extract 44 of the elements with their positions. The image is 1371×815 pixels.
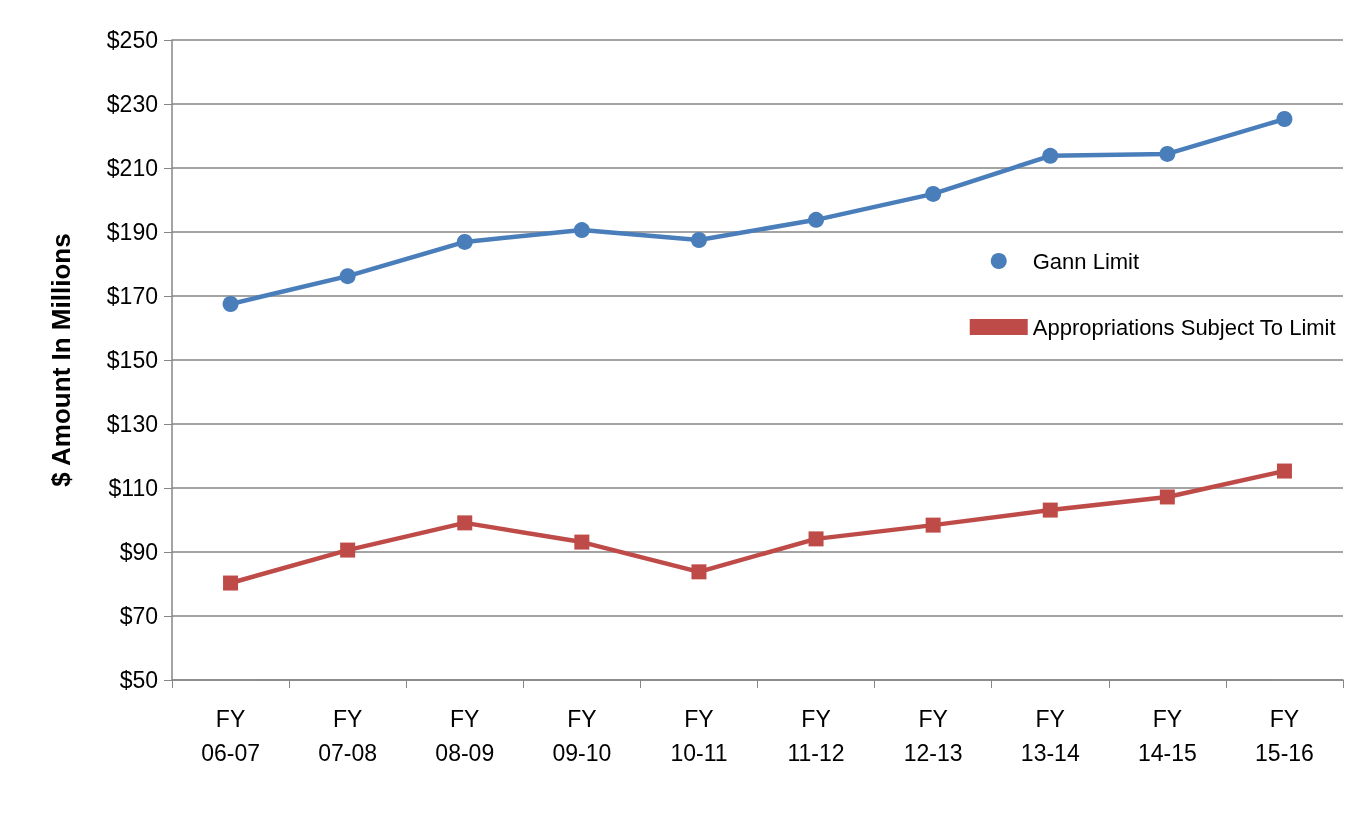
point <box>925 185 942 202</box>
x-tick-label: FY 08-09 <box>435 706 495 766</box>
point <box>1159 489 1175 505</box>
legend-label: Appropriations Subject To Limit <box>1032 314 1336 340</box>
y-tick-label: $150 <box>106 347 158 373</box>
y-tick-label: $130 <box>106 411 158 437</box>
x-tick-label: FY 11-12 <box>787 706 845 766</box>
y-tick-label: $70 <box>119 603 158 629</box>
point <box>691 564 707 580</box>
point <box>573 222 590 239</box>
point <box>1042 147 1059 164</box>
point <box>223 575 239 591</box>
point <box>457 515 473 531</box>
point <box>222 296 239 312</box>
y-tick-label: $170 <box>106 283 158 309</box>
point <box>1276 463 1292 479</box>
x-tick-label: FY 10-11 <box>670 706 728 766</box>
x-tick-label: FY 13-14 <box>1020 706 1080 766</box>
point <box>925 517 941 533</box>
point <box>1042 502 1058 518</box>
point <box>808 211 825 228</box>
point <box>690 232 707 248</box>
y-tick-label: $50 <box>119 667 158 693</box>
point <box>456 233 473 250</box>
y-tick-label: $210 <box>106 155 158 181</box>
x-tick-label: FY 09-10 <box>552 706 612 766</box>
x-tick-label: FY 06-07 <box>201 706 260 766</box>
x-tick-label: FY 14-15 <box>1137 706 1197 766</box>
y-tick-label: $250 <box>106 27 158 53</box>
point <box>339 268 356 285</box>
y-tick-label: $190 <box>106 219 158 245</box>
point <box>340 542 356 558</box>
point <box>1276 111 1293 128</box>
y-tick-label: $110 <box>108 475 158 501</box>
legend-label: Gann Limit <box>1032 248 1140 274</box>
x-tick-label: FY 15-16 <box>1255 706 1314 766</box>
point <box>574 534 590 550</box>
y-tick-label: $90 <box>119 539 158 565</box>
x-tick-label: FY 07-08 <box>318 706 378 766</box>
y-tick-label: $230 <box>106 91 158 117</box>
y-axis-title: $ Amount In Millions <box>46 233 76 487</box>
x-tick-label: FY 12-13 <box>903 706 963 766</box>
point <box>1159 145 1176 162</box>
point <box>808 531 824 547</box>
